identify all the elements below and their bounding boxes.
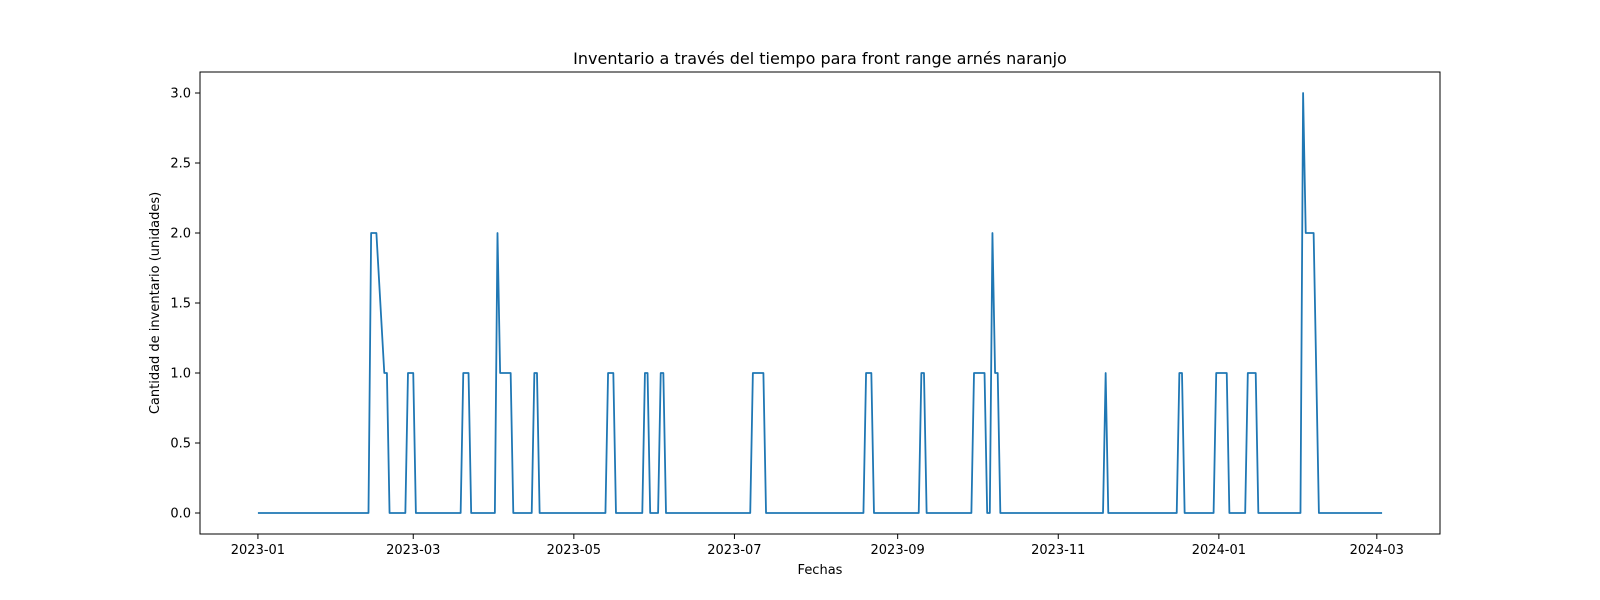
x-axis-label: Fechas [798, 563, 843, 578]
y-tick-label-6: 3.0 [170, 87, 191, 102]
x-tick-label-3: 2023-07 [707, 543, 761, 558]
y-tick-label-3: 1.5 [170, 297, 191, 312]
y-tick-label-0: 0.0 [170, 507, 191, 522]
x-tick-label-7: 2024-03 [1350, 543, 1404, 558]
series-line-0 [257, 92, 1383, 514]
y-tick-label-5: 2.5 [170, 157, 191, 172]
x-axis-ticks: 2023-01 2023-03 2023-05 2023-07 2023-09 2023-… [231, 534, 1404, 558]
x-tick-label-6: 2024-01 [1192, 543, 1246, 558]
plot-frame [199, 71, 1441, 535]
y-tick-label-1: 0.5 [170, 437, 191, 452]
series-layer [257, 92, 1383, 514]
y-axis-ticks: 0.0 0.5 1.0 1.5 2.0 2.5 3.0 [170, 87, 200, 522]
x-tick-label-0: 2023-01 [231, 543, 285, 558]
y-tick-label-4: 2.0 [170, 227, 191, 242]
x-tick-label-4: 2023-09 [871, 543, 925, 558]
x-tick-label-1: 2023-03 [386, 543, 440, 558]
x-tick-label-5: 2023-11 [1031, 543, 1085, 558]
y-axis-label: Cantidad de inventario (unidades) [148, 192, 163, 414]
chart-title: Inventario a través del tiempo para fron… [573, 49, 1067, 68]
x-tick-label-2: 2023-05 [547, 543, 601, 558]
y-tick-label-2: 1.0 [170, 367, 191, 382]
plot-area [200, 72, 1440, 534]
